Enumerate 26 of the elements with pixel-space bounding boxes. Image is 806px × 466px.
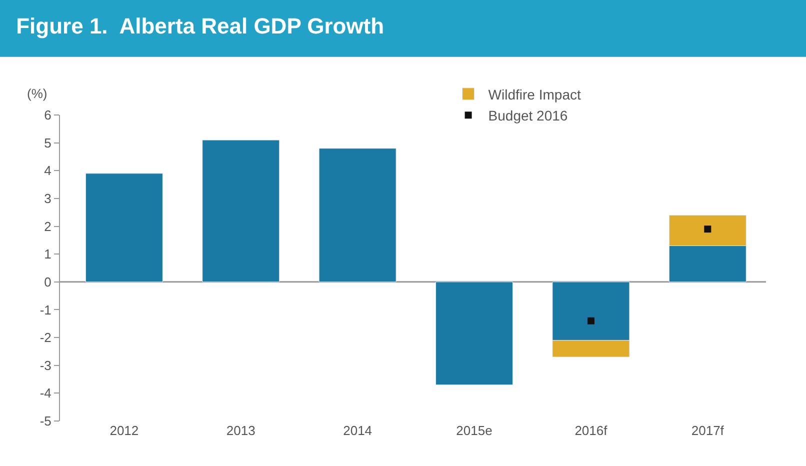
x-tick-label: 2012 <box>110 423 139 438</box>
y-tick-label: -3 <box>40 358 52 373</box>
y-tick-label: -5 <box>40 414 52 429</box>
y-tick-label: 0 <box>44 274 52 290</box>
y-tick-label: -4 <box>40 386 52 401</box>
y-axis-title: (%) <box>27 86 48 101</box>
bar <box>436 282 514 386</box>
bar <box>318 148 396 282</box>
bar <box>202 140 280 282</box>
x-tick-label: 2017f <box>691 423 724 438</box>
y-tick-label: 2 <box>44 218 52 234</box>
x-tick-label: 2015e <box>456 423 492 438</box>
legend-label: Wildfire Impact <box>488 86 581 102</box>
x-tick-label: 2013 <box>226 423 256 438</box>
y-tick-label: 6 <box>44 108 52 123</box>
y-tick-label: 4 <box>44 163 52 178</box>
x-tick-label: 2016f <box>574 423 608 438</box>
y-tick-label: -2 <box>40 330 52 346</box>
x-tick-label: 2014 <box>343 423 372 438</box>
y-tick-label: -1 <box>40 302 52 318</box>
y-tick-label: 5 <box>44 135 52 150</box>
y-tick-label: 1 <box>44 246 52 262</box>
bar <box>85 173 163 282</box>
y-tick-label: 3 <box>44 191 52 206</box>
chart-title: Figure 1. Alberta Real GDP Growth <box>16 13 384 38</box>
legend-label: Budget 2016 <box>488 108 568 124</box>
